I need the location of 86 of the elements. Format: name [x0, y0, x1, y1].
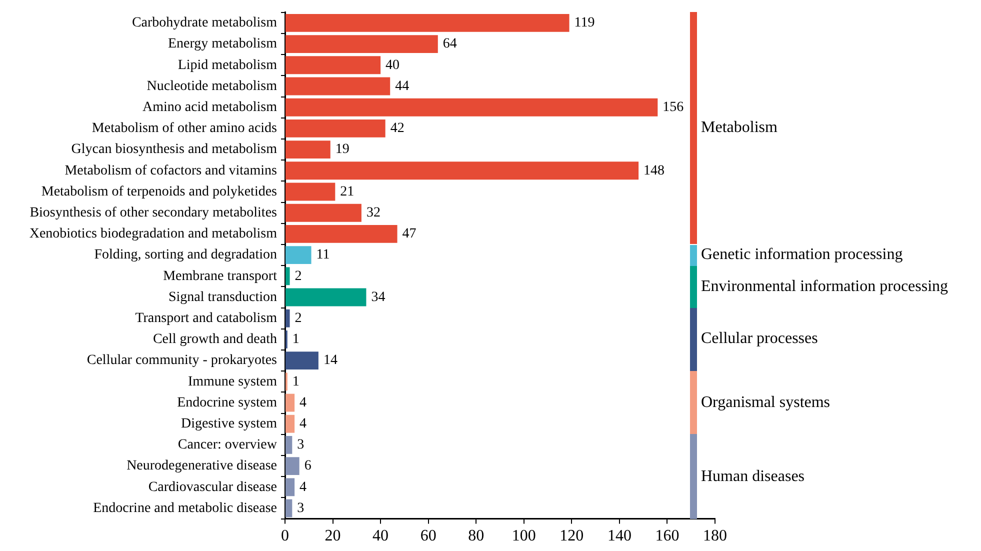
- bar: [286, 246, 312, 264]
- y-tick-label: Cell growth and death: [152, 332, 277, 348]
- y-tick-label: Digestive system: [180, 416, 278, 432]
- data-label: 40: [386, 58, 400, 73]
- data-label: 64: [442, 36, 457, 52]
- y-tick-label: Energy metabolism: [168, 36, 278, 52]
- data-label: 34: [371, 290, 386, 305]
- x-tick-label: 0: [281, 528, 289, 545]
- y-tick-label: Glycan biosynthesis and metabolism: [71, 142, 278, 158]
- text: Human diseases: [701, 468, 805, 486]
- bar: [286, 98, 658, 116]
- y-tick-label: Neurodegenerative disease: [126, 458, 277, 474]
- data-label: 3: [297, 438, 304, 453]
- data-label: 14: [323, 353, 338, 368]
- bar: [286, 352, 318, 370]
- x-tick-label: 80: [468, 528, 484, 545]
- y-tick-label: Cardiovascular disease: [148, 480, 277, 495]
- data-label: 19: [335, 142, 350, 158]
- bar: [286, 457, 300, 476]
- y-tick-label: Carbohydrate metabolism: [132, 16, 278, 31]
- bar: [286, 267, 290, 286]
- text: Cellular processes: [701, 330, 818, 348]
- data-label: 42: [390, 121, 404, 136]
- y-tick-label: Endocrine and metabolic disease: [93, 500, 277, 516]
- bar: [286, 224, 398, 243]
- data-label: 32: [366, 206, 380, 221]
- bar: [286, 204, 362, 222]
- data-label: 2: [294, 311, 302, 326]
- data-label: 44: [395, 78, 410, 94]
- y-tick-label: Biosynthesis of other secondary metabolites: [30, 206, 277, 221]
- data-label: 11: [316, 248, 330, 263]
- bar: [286, 288, 366, 306]
- data-label: 119: [574, 16, 595, 31]
- bar: [286, 162, 639, 180]
- y-tick-label: Cellular community - prokaryotes: [86, 353, 277, 368]
- bar: [286, 436, 292, 454]
- text: Organismal systems: [701, 394, 830, 412]
- bar: [286, 119, 386, 138]
- x-tick-label: 180: [703, 528, 727, 545]
- data-label: 6: [304, 458, 312, 474]
- x-tick-label: 20: [324, 528, 341, 545]
- data-label: 4: [300, 416, 307, 432]
- x-tick-label: 140: [607, 528, 632, 545]
- bar: [286, 499, 292, 518]
- y-tick-label: Nucleotide metabolism: [146, 78, 278, 94]
- x-tick-label: 40: [372, 528, 389, 545]
- y-tick-label: Lipid metabolism: [178, 58, 278, 73]
- data-label: 156: [662, 100, 684, 116]
- x-tick-label: 60: [420, 528, 436, 545]
- y-tick-label: Membrane transport: [163, 268, 278, 284]
- data-label: 148: [644, 163, 665, 178]
- bar: [286, 414, 295, 433]
- data-label: 3: [297, 500, 304, 516]
- bar: [286, 182, 336, 201]
- y-tick-label: Cancer: overview: [178, 438, 278, 453]
- bar: [286, 77, 390, 96]
- x-tick-label: 120: [560, 528, 584, 545]
- data-label: 4: [300, 395, 307, 410]
- y-tick-label: Metabolism of other amino acids: [92, 121, 277, 136]
- bar: [286, 14, 570, 32]
- bar: [286, 394, 295, 412]
- y-tick-label: Amino acid metabolism: [142, 100, 278, 116]
- data-label: 2: [294, 268, 302, 284]
- bar: [286, 140, 330, 159]
- data-label: 1: [292, 374, 300, 390]
- bar: [286, 56, 381, 74]
- x-tick-label: 160: [655, 528, 680, 545]
- data-label: 1: [292, 332, 300, 348]
- text: Metabolism: [701, 119, 778, 138]
- text: Environmental information processing: [701, 278, 948, 296]
- bar: [286, 478, 295, 496]
- y-tick-label: Immune system: [188, 374, 278, 390]
- y-tick-label: Transport and catabolism: [135, 311, 278, 326]
- y-tick-label: Endocrine system: [177, 395, 278, 410]
- y-tick-label: Metabolism of terpenoids and polyketides: [41, 184, 277, 200]
- bar: [286, 35, 438, 54]
- data-label: 4: [300, 480, 307, 495]
- data-label: 47: [402, 226, 416, 242]
- y-tick-label: Metabolism of cofactors and vitamins: [64, 163, 277, 178]
- data-label: 21: [340, 184, 354, 200]
- y-tick-label: Folding, sorting and degradation: [94, 248, 277, 263]
- x-tick-label: 100: [512, 528, 536, 545]
- legend-label: Genetic information processing: [701, 246, 903, 264]
- y-tick-label: Xenobiotics biodegradation and metabolism: [29, 226, 278, 242]
- y-tick-label: Signal transduction: [168, 290, 277, 305]
- bar: [286, 309, 290, 328]
